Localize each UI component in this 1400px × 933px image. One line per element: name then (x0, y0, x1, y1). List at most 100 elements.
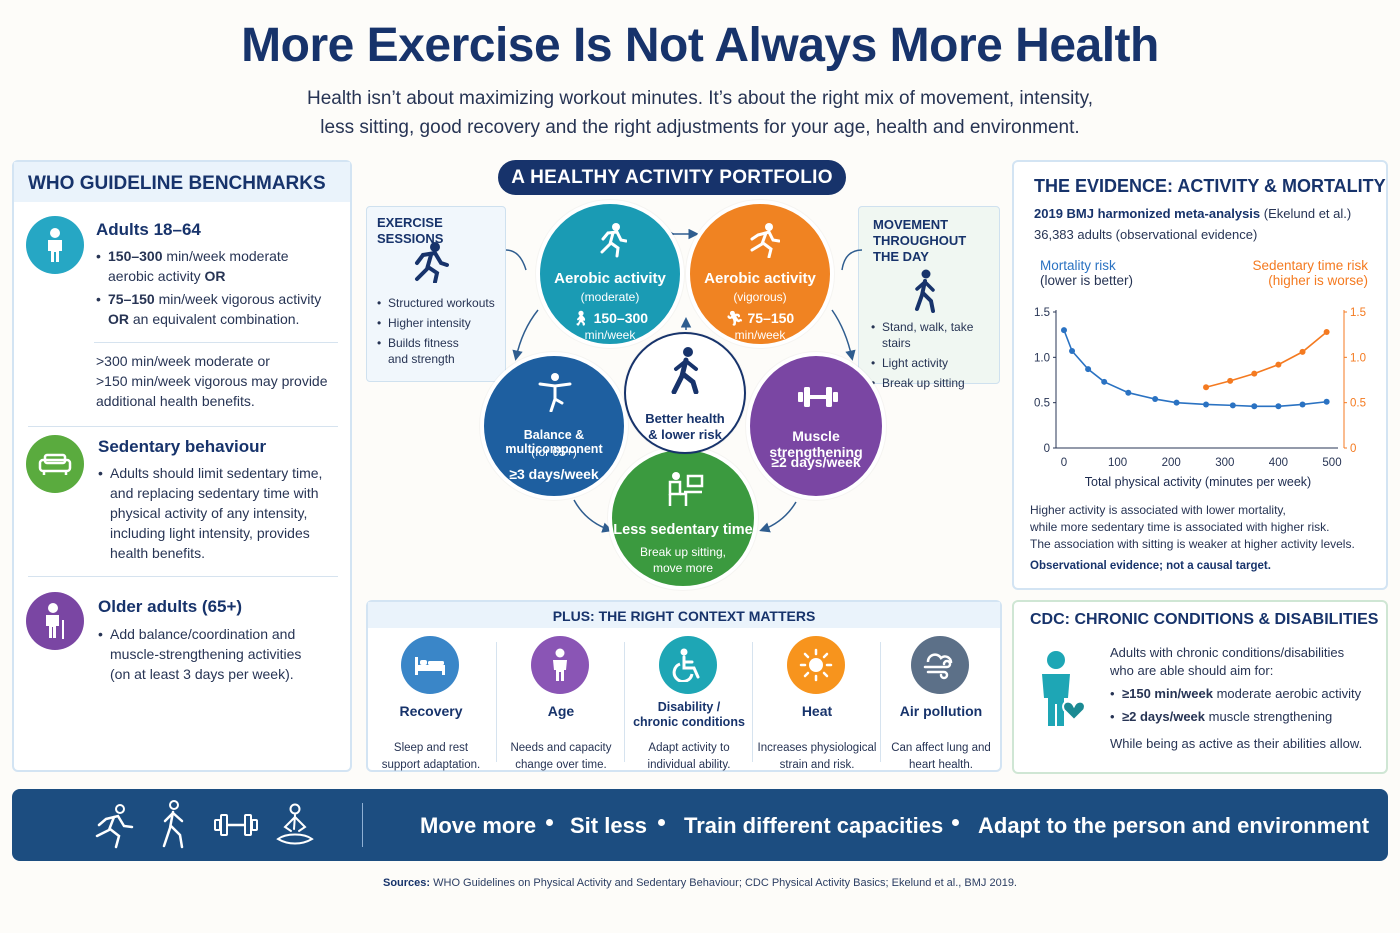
sprinting-icon (750, 223, 780, 258)
mortality-chart: 0 100 200 300 400 500 0 0.5 1.0 1.5 0 0.5 1.0 1.5 Tota… (1034, 307, 1366, 489)
context-item-heat: Heat Increases physiological strain and r… (754, 632, 880, 772)
portfolio-connectors (505, 228, 863, 533)
aerobic-vigorous-sub: (vigorous) (733, 290, 787, 304)
movement-throughout-day-box: MOVEMENT THROUGHOUT THE DAY Stand, walk,… (858, 206, 1000, 391)
context-desc: Needs and capacity change over time. (498, 740, 624, 774)
divider (28, 576, 338, 577)
exercise-item: Builds fitness and strength (377, 335, 505, 367)
movement-item: Stand, walk, take stairs (871, 319, 1001, 351)
who-guideline-panel: WHO GUIDELINE BENCHMARKS Adults 18–64 15… (12, 160, 352, 772)
sources-label: Sources: (382, 877, 431, 889)
bullet-1-text: min/week moderate (162, 248, 289, 264)
balance-title: Balance & multicomponent (505, 428, 603, 456)
movement-title-1: MOVEMENT (873, 217, 949, 232)
mortality-point (1299, 401, 1306, 408)
bullet-1-bold: 150–300 (108, 248, 163, 264)
wind-icon (911, 636, 969, 694)
context-title-2: chronic conditions (633, 715, 745, 729)
y-tick-label-left: 1.0 (1034, 352, 1050, 364)
aerobic-vigorous-minutes: 75–150 (747, 310, 795, 326)
sedentary-line-1: Adults should limit sedentary time, (110, 465, 323, 481)
cdc-outro: While being as active as their abilities… (1110, 736, 1363, 751)
mortality-point (1061, 327, 1067, 334)
y-tick-label-right: 0.5 (1350, 398, 1366, 410)
evidence-note-2: while more sedentary time is associated … (1030, 520, 1330, 534)
sedentary-point (1299, 348, 1306, 355)
context-matters-panel: PLUS: THE RIGHT CONTEXT MATTERS Recovery… (366, 600, 1002, 772)
context-title-1: Disability / (657, 700, 721, 714)
cdc-bullet-2: ≥2 days/week muscle strengthening (1110, 707, 1380, 727)
mortality-point (1323, 398, 1330, 405)
divider (94, 342, 338, 343)
aerobic-vigorous-circle: Aerobic activity (vigorous) 🏃︎ 75–150 mi… (686, 200, 834, 348)
movement-title: MOVEMENT THROUGHOUT THE DAY (873, 217, 966, 265)
better-health-line-2: & lower risk (648, 427, 722, 442)
cdc-list: ≥150 min/week moderate aerobic activity … (1110, 684, 1380, 730)
aerobic-moderate-value: 🚶︎ 150–300 (540, 310, 680, 327)
movement-title-2: THROUGHOUT (873, 233, 967, 248)
cdc-title: CDC: CHRONIC CONDITIONS & DISABILITIES (1030, 611, 1379, 628)
legend-sedentary-1: Sedentary time risk (1252, 258, 1368, 273)
y-tick-label-left: 0 (1044, 443, 1050, 455)
aerobic-moderate-unit: min/week (584, 328, 636, 342)
movement-item: Light activity (871, 355, 1001, 371)
bullet-2-or: OR (108, 311, 129, 327)
older-list: Add balance/coordination and muscle-stren… (98, 624, 348, 687)
legend-sedentary: Sedentary time risk (higher is worse) (1224, 258, 1368, 288)
aerobic-moderate-sub: (moderate) (580, 290, 640, 304)
sedentary-point (1227, 377, 1234, 384)
adults-extra-3: additional health benefits. (96, 393, 255, 409)
x-tick-label: 500 (1322, 457, 1341, 469)
context-item-disability: Disability / chronic conditions Adapt act… (626, 632, 752, 772)
exercise-sessions-list: Structured workouts Higher intensity Bui… (377, 295, 505, 371)
sedentary-line (1205, 331, 1328, 389)
context-title: Age (547, 703, 575, 719)
cdc-bullet-1: ≥150 min/week moderate aerobic activity (1110, 684, 1380, 704)
context-separator (752, 642, 753, 762)
y-tick-label-right: 1.0 (1350, 352, 1366, 364)
context-desc-1: Can affect lung and (891, 742, 991, 754)
mortality-line (1063, 329, 1327, 408)
movement-list: Stand, walk, take stairs Light activity … (871, 319, 1001, 395)
better-health-line-1: Better health (645, 411, 725, 426)
movement-item: Break up sitting (871, 375, 1001, 391)
sedentary-point (1251, 370, 1258, 377)
x-tick-label: 300 (1215, 457, 1234, 469)
bed-icon (401, 636, 459, 694)
sedentary-line-4: including light intensity, provides (110, 525, 310, 541)
walker-outline-icon (162, 800, 184, 849)
evidence-notes: Higher activity is associated with lower… (1030, 502, 1382, 553)
balance-frequency: ≥3 days/week (509, 466, 599, 482)
connector-arrow (512, 309, 539, 361)
wheelchair-icon (659, 636, 717, 694)
connector-line (505, 249, 527, 271)
adults-title: Adults 18–64 (96, 220, 201, 239)
sedentary-line-3: physical activity of any intensity, (110, 505, 308, 521)
running-icon (409, 241, 449, 288)
walking-icon (911, 269, 941, 318)
context-desc-2: support adaptation. (381, 759, 481, 771)
less-sedentary-title: Less sedentary time (613, 522, 753, 538)
cdc-bullet-2-text: muscle strengthening (1205, 709, 1333, 724)
walker-icon: 🚶︎ (571, 310, 590, 326)
person-with-heart-icon (1034, 650, 1096, 735)
page-title: More Exercise Is Not Always More Health (241, 19, 1159, 72)
context-desc-1: Needs and capacity (510, 742, 612, 754)
balance-pose-icon (538, 373, 572, 412)
running-icon (600, 223, 627, 258)
context-desc: Adapt activity to individual ability. (626, 740, 752, 774)
context-desc: Increases physiological strain and risk. (754, 740, 880, 774)
cdc-bullet-1-text: moderate aerobic activity (1212, 686, 1362, 701)
y-tick-label-left: 1.5 (1034, 307, 1050, 319)
mortality-point (1251, 403, 1258, 410)
exercise-sessions-title: EXERCISE SESSIONS (377, 215, 444, 246)
older-adults-title: Older adults (65+) (98, 597, 243, 616)
who-heading: WHO GUIDELINE BENCHMARKS (14, 162, 350, 202)
older-adult-icon (26, 592, 84, 650)
adults-extra-1: >300 min/week moderate or (96, 353, 270, 369)
mortality-point (1085, 366, 1092, 373)
older-line-2: muscle-strengthening activities (110, 646, 302, 662)
balance-circle: Balance & multicomponent (for 65+) ≥3 da… (480, 352, 628, 500)
banner-separator (362, 803, 363, 847)
adults-list: 150–300 min/week moderate aerobic activit… (96, 246, 346, 332)
